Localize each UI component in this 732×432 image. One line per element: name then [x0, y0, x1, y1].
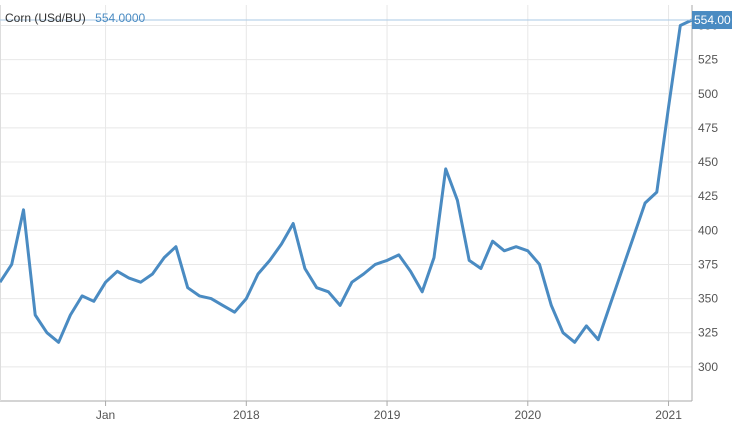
- chart-title: Corn (USd/BU): [5, 11, 86, 25]
- chart-title-group: Corn (USd/BU) 554.0000: [5, 9, 146, 26]
- x-tick-label: Jan: [96, 408, 115, 422]
- y-tick-label: 525: [698, 53, 718, 67]
- y-tick-label: 325: [698, 326, 718, 340]
- corn-price-series-line: [0, 18, 693, 344]
- x-tick-labels: Jan 2018 2019 2020 2021: [96, 408, 682, 422]
- y-tick-labels: 550525500475450425400375350325300: [698, 18, 718, 373]
- x-tick-label: 2018: [233, 408, 260, 422]
- y-tick-label: 400: [698, 223, 718, 237]
- y-tick-label: 300: [698, 360, 718, 374]
- y-tick-label: 375: [698, 257, 718, 271]
- y-tick-label: 500: [698, 87, 718, 101]
- x-tick-label: 2020: [514, 408, 541, 422]
- last-value-background: [692, 11, 732, 30]
- grid-layer: [0, 5, 692, 401]
- y-tick-label: 425: [698, 189, 718, 203]
- y-tick-label: 475: [698, 121, 718, 135]
- series-layer: [0, 18, 693, 344]
- x-tick-label: 2021: [655, 408, 682, 422]
- last-value-tag: 554.00: [692, 11, 732, 30]
- last-value-label: 554.00: [694, 13, 731, 27]
- current-value: 554.0000: [95, 11, 145, 25]
- axis-layer: [0, 5, 693, 406]
- x-tick-label: 2019: [374, 408, 401, 422]
- y-tick-label: 450: [698, 155, 718, 169]
- y-tick-label: 350: [698, 292, 718, 306]
